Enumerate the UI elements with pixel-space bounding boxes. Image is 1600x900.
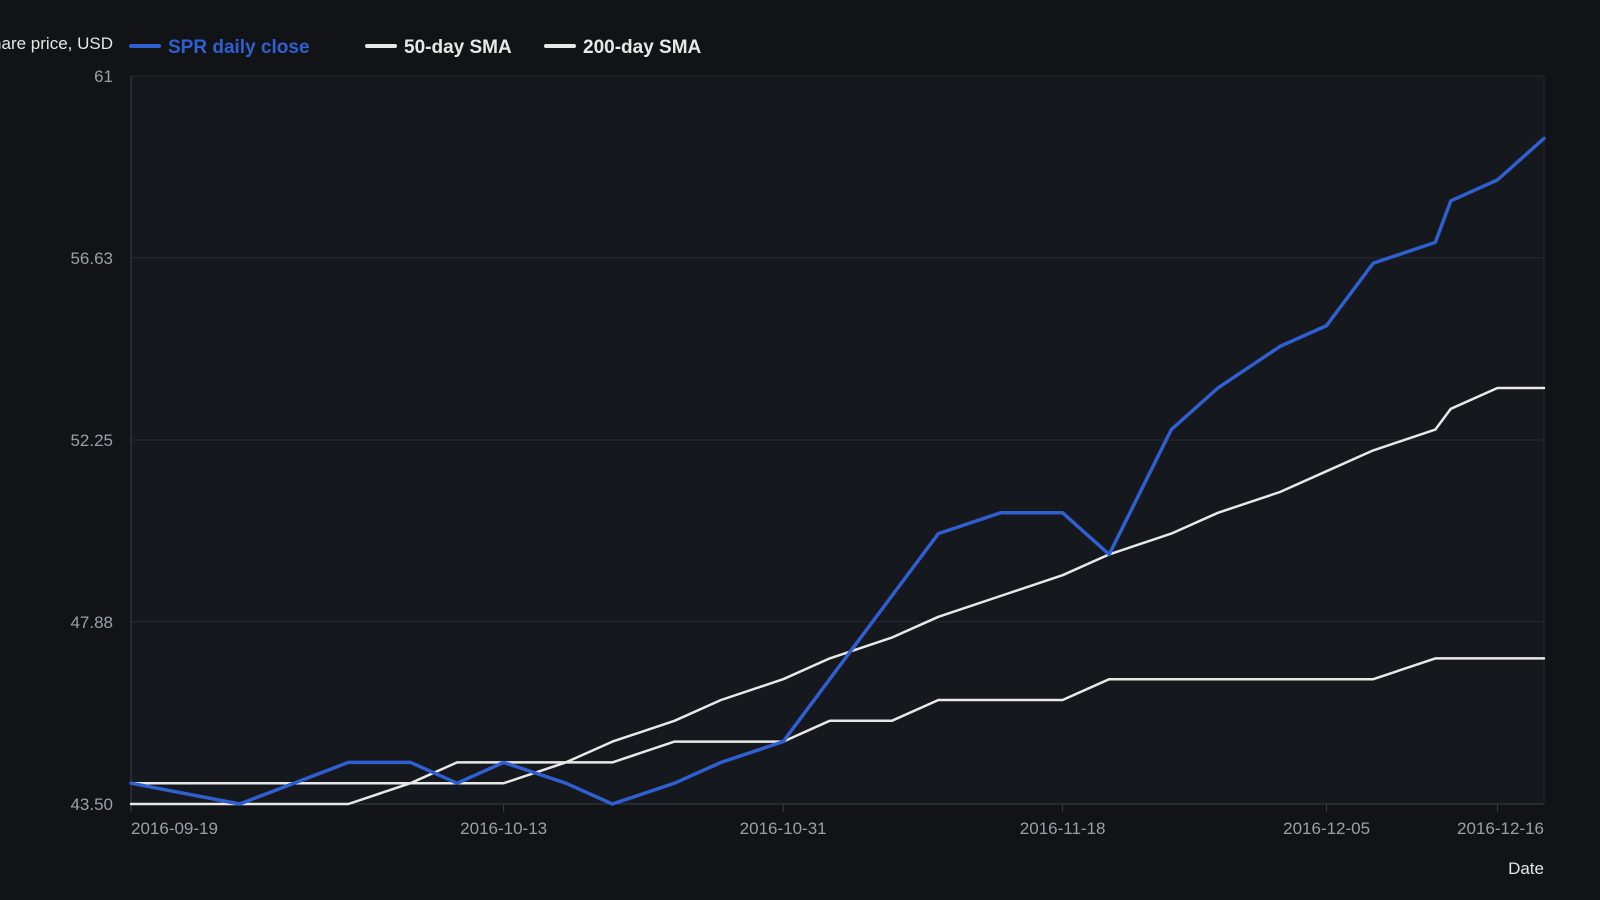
series-line-spr-daily-close xyxy=(129,136,1546,806)
gridlines xyxy=(131,75,1545,805)
x-tick-label: 2016-12-16 xyxy=(1457,819,1544,838)
legend-label: 200-day SMA xyxy=(583,37,702,58)
y-tick-label: 43.50 xyxy=(70,795,113,814)
x-tick-label: 2016-10-31 xyxy=(740,819,827,838)
x-tick-label: 2016-10-13 xyxy=(460,819,547,838)
y-tick-label: 52.25 xyxy=(70,431,113,450)
y-tick-label: 47.88 xyxy=(70,613,113,632)
series-lines xyxy=(129,136,1546,806)
legend-label: 50-day SMA xyxy=(404,37,512,58)
x-tick-label: 2016-12-05 xyxy=(1283,819,1370,838)
x-tick-label: 2016-09-19 xyxy=(131,819,218,838)
legend-label: SPR daily close xyxy=(168,37,310,58)
x-axis-label: Date xyxy=(1508,859,1544,878)
y-tick-label: 61 xyxy=(94,67,113,86)
y-axis-label: Share price, USD xyxy=(0,34,113,53)
series-line-200-day-sma xyxy=(129,657,1546,785)
legend: SPR daily close 50-day SMA 200-day SMA xyxy=(129,37,702,58)
y-tick-label: 56.63 xyxy=(70,249,113,268)
series-line-50-day-sma xyxy=(129,386,1546,806)
axes: 61 56.63 52.25 47.88 43.50 2016-09-19 2016-10-… xyxy=(70,67,1544,838)
x-tick-label: 2016-11-18 xyxy=(1020,819,1106,838)
